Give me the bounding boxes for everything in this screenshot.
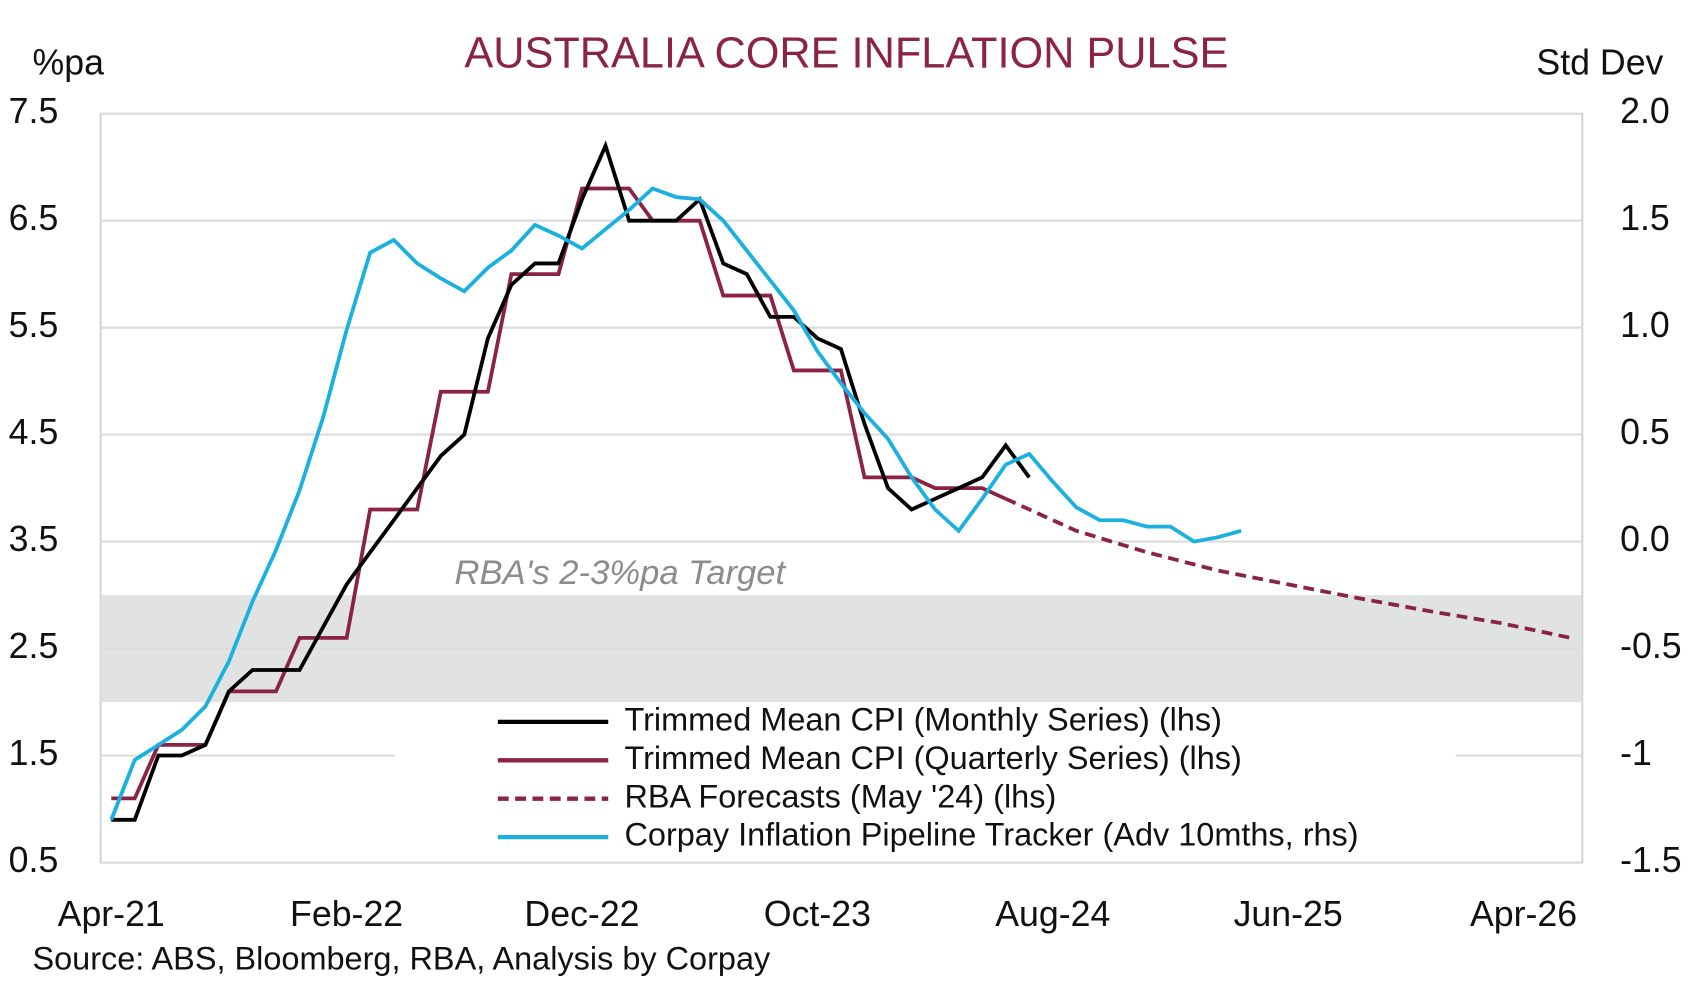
x-tick-label: Aug-24 <box>995 894 1110 934</box>
y-tick-label: 2.5 <box>9 626 59 666</box>
x-tick-label: Oct-23 <box>764 894 871 934</box>
series-line <box>111 186 1007 801</box>
legend-label: RBA Forecasts (May '24) (lhs) <box>624 778 1056 814</box>
x-tick-label: Jun-25 <box>1234 894 1343 934</box>
y-tick-label: 0.5 <box>9 840 59 880</box>
x-tick-label: Feb-22 <box>290 894 403 934</box>
target-band <box>100 595 1583 703</box>
target-band-label: RBA's 2-3%pa Target <box>455 554 787 592</box>
y-tick-label: 1.5 <box>9 733 59 773</box>
x-tick-label: Apr-21 <box>58 894 165 934</box>
y-axis-label: %pa <box>32 42 104 82</box>
source-note: Source: ABS, Bloomberg, RBA, Analysis by… <box>32 941 771 977</box>
legend-label: Corpay Inflation Pipeline Tracker (Adv 1… <box>624 817 1358 853</box>
legend-background <box>395 703 1456 855</box>
y2-axis-label: Std Dev <box>1536 42 1663 82</box>
y2-tick-label: -1.5 <box>1620 840 1682 880</box>
y-tick-label: 3.5 <box>9 519 59 559</box>
x-tick-label: Dec-22 <box>524 894 639 934</box>
series-line <box>111 140 1031 822</box>
y2-tick-label: -1 <box>1620 733 1652 773</box>
y-tick-label: 6.5 <box>9 198 59 238</box>
y-tick-label: 5.5 <box>9 305 59 345</box>
y2-tick-label: 1.0 <box>1620 305 1670 345</box>
y2-tick-label: 2.0 <box>1620 91 1670 131</box>
y-tick-label: 7.5 <box>9 91 59 131</box>
y2-tick-label: 1.5 <box>1620 198 1670 238</box>
y2-tick-label: 0.5 <box>1620 412 1670 452</box>
series-line <box>109 186 1242 821</box>
series-line <box>1004 497 1572 640</box>
legend-label: Trimmed Mean CPI (Quarterly Series) (lhs… <box>624 740 1241 776</box>
y2-tick-label: -0.5 <box>1620 626 1682 666</box>
chart-title: AUSTRALIA CORE INFLATION PULSE <box>464 30 1228 78</box>
x-tick-label: Apr-26 <box>1470 894 1577 934</box>
y-tick-label: 4.5 <box>9 412 59 452</box>
y2-tick-label: 0.0 <box>1620 519 1670 559</box>
legend-label: Trimmed Mean CPI (Monthly Series) (lhs) <box>624 701 1222 737</box>
